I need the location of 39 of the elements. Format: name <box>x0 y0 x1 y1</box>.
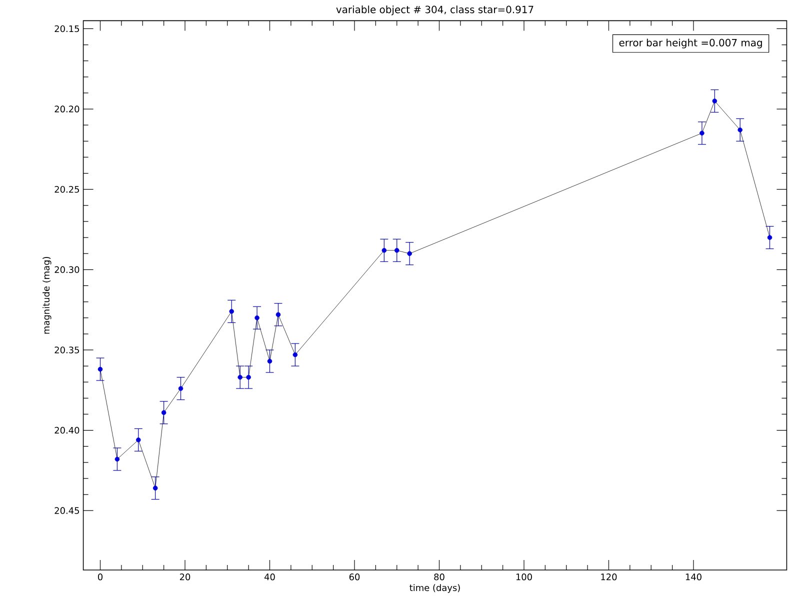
y-tick-label: 20.45 <box>54 507 79 514</box>
point <box>700 130 704 136</box>
y-tick-label: 20.35 <box>54 346 79 354</box>
y-tick-label: 20.25 <box>54 186 79 193</box>
y-axis-title: magnitude (mag) <box>42 256 52 334</box>
point <box>229 309 234 314</box>
x-tick-label: 40 <box>264 574 275 580</box>
annotation: error bar height =0.007 mag <box>619 38 762 48</box>
point <box>767 235 772 240</box>
x-tick-label: 80 <box>434 574 444 580</box>
point <box>114 456 120 462</box>
point <box>238 374 242 380</box>
point <box>267 358 272 364</box>
point <box>712 98 718 104</box>
point <box>382 248 387 253</box>
point <box>292 352 298 358</box>
chart-title: variable object # 304, class star=0.917 <box>336 6 534 16</box>
point <box>738 128 742 132</box>
point <box>394 248 400 253</box>
point <box>98 366 103 372</box>
point <box>276 312 281 318</box>
x-tick-label: 20 <box>180 574 190 580</box>
x-tick-label: 0 <box>98 574 103 580</box>
x-tick-label: 100 <box>516 574 532 580</box>
point <box>161 410 166 415</box>
x-tick-label: 120 <box>601 574 617 580</box>
x-axis-title: time (days) <box>410 584 460 593</box>
y-tick-label: 20.15 <box>54 25 79 32</box>
y-tick-label: 20.40 <box>54 426 80 434</box>
point <box>178 386 184 391</box>
y-tick-label: 20.30 <box>54 266 80 274</box>
point <box>136 438 141 442</box>
x-tick-label: 140 <box>686 574 702 580</box>
point <box>407 251 412 256</box>
point <box>246 374 251 380</box>
point <box>254 315 260 320</box>
point <box>152 486 158 490</box>
y-tick-label: 20.20 <box>54 106 80 112</box>
x-tick-label: 60 <box>349 574 360 580</box>
